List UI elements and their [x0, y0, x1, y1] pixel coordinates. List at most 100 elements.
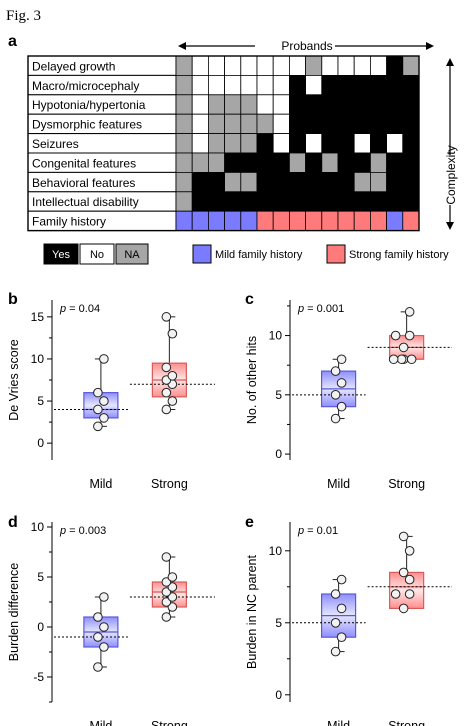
- phenotype-cell: [240, 133, 258, 154]
- x-category-label: Strong: [388, 719, 425, 726]
- phenotype-cell: [337, 55, 355, 76]
- phenotype-cell: [369, 94, 387, 115]
- phenotype-cell: [321, 191, 339, 212]
- phenotype-cell: [256, 133, 274, 154]
- data-point: [330, 366, 341, 376]
- phenotype-cell: [207, 75, 225, 96]
- phenotype-cell: [191, 133, 209, 154]
- data-point: [99, 413, 109, 423]
- phenotype-cell: [256, 171, 274, 193]
- phenotype-cell: [288, 171, 306, 193]
- data-point: [99, 354, 109, 364]
- phenotype-cell: [402, 75, 420, 96]
- phenotype-cell: [353, 191, 371, 212]
- data-point: [406, 354, 417, 365]
- y-tick-label: 5: [275, 388, 282, 402]
- phenotype-cell: [402, 133, 420, 154]
- phenotype-cell: [305, 113, 323, 134]
- phenotype-cell: [369, 191, 387, 212]
- phenotype-cell: [402, 113, 420, 134]
- phenotype-cell: [272, 152, 290, 173]
- data-point: [330, 390, 341, 400]
- matrix-legend: Yes No NA Mild family history Strong fam…: [43, 243, 449, 265]
- family-history-cell: [240, 210, 258, 231]
- y-axis-label: No. of other hits: [245, 336, 259, 424]
- family-history-cell: [353, 210, 371, 231]
- data-point: [404, 330, 415, 341]
- probands-label: Probands: [281, 39, 332, 53]
- phenotype-cell: [288, 75, 306, 96]
- data-point: [161, 387, 172, 398]
- data-point: [161, 312, 172, 322]
- data-point: [161, 404, 172, 415]
- phenotype-cell: [288, 113, 306, 134]
- phenotype-cell: [240, 191, 258, 212]
- phenotype-cell: [191, 55, 209, 76]
- phenotype-cell: [240, 152, 258, 173]
- phenotype-cell: [272, 94, 290, 115]
- box-mild: [83, 392, 119, 419]
- phenotype-cell: [321, 94, 339, 115]
- phenotype-cell: [386, 94, 404, 115]
- phenotype-cell: [272, 133, 290, 154]
- family-history-cell: [321, 210, 339, 231]
- phenotype-cell: [272, 171, 290, 193]
- data-point: [93, 612, 103, 622]
- family-history-cell: [386, 210, 404, 231]
- phenotype-cell: [353, 133, 371, 154]
- data-point: [167, 396, 178, 406]
- phenotype-cell: [256, 55, 274, 76]
- phenotype-cell: [402, 152, 420, 173]
- phenotype-cell: [305, 94, 323, 115]
- panel-letter-e: e: [245, 514, 254, 531]
- data-point: [167, 572, 178, 582]
- data-point: [398, 567, 409, 578]
- p-value-label: p = 0.003: [59, 525, 106, 537]
- phenotype-cell: [207, 55, 225, 76]
- phenotype-cell: [191, 113, 209, 134]
- x-category-label: Strong: [151, 719, 188, 726]
- phenotype-cell: [175, 133, 193, 154]
- phenotype-cell: [224, 133, 242, 154]
- y-tick-label: 0: [37, 436, 44, 450]
- phenotype-cell: [305, 75, 323, 96]
- data-point: [93, 387, 103, 398]
- phenotype-cell: [305, 191, 323, 212]
- phenotype-matrix: Delayed growth Macro/microcephaly Hypotoni…: [27, 55, 420, 232]
- phenotype-cell: [224, 55, 242, 76]
- phenotype-cell: [353, 171, 371, 193]
- data-point: [390, 589, 401, 599]
- legend-no-label: No: [90, 249, 104, 261]
- phenotype-cell: [175, 94, 193, 115]
- p-value-label: p = 0.04: [59, 303, 100, 315]
- phenotype-cell: [305, 133, 323, 154]
- phenotype-cell: [207, 94, 225, 115]
- panel-a-phenotype-matrix: a Probands Complexity Delayed growth Macr…: [8, 33, 458, 265]
- legend-na-swatch: [115, 243, 149, 265]
- data-point: [93, 662, 103, 672]
- phenotype-cell: [207, 133, 225, 154]
- matrix-row-label: Family history: [32, 215, 106, 229]
- phenotype-cell: [369, 133, 387, 154]
- phenotype-cell: [191, 152, 209, 173]
- phenotype-cell: [288, 94, 306, 115]
- phenotype-cell: [175, 171, 193, 193]
- phenotype-cell: [191, 75, 209, 96]
- phenotype-cell: [272, 191, 290, 212]
- matrix-row-label: Seizures: [32, 137, 79, 151]
- phenotype-cell: [321, 152, 339, 173]
- y-axis-label: De Vries score: [7, 339, 21, 421]
- panel-letter-b: b: [8, 291, 18, 308]
- x-category-label: Mild: [327, 719, 350, 726]
- phenotype-cell: [224, 75, 242, 96]
- y-tick-label: 0: [275, 447, 282, 461]
- legend-strong-label: Strong family history: [349, 249, 449, 261]
- legend-strong-swatch: [326, 244, 346, 264]
- data-point: [398, 342, 409, 353]
- panel-d-burden-difference: d -5 0 5 10 Burden difference p = 0.003 Mild St…: [7, 514, 215, 726]
- y-tick-label: 0: [275, 688, 282, 702]
- family-history-cell: [337, 210, 355, 231]
- phenotype-cell: [305, 55, 323, 76]
- phenotype-cell: [321, 75, 339, 96]
